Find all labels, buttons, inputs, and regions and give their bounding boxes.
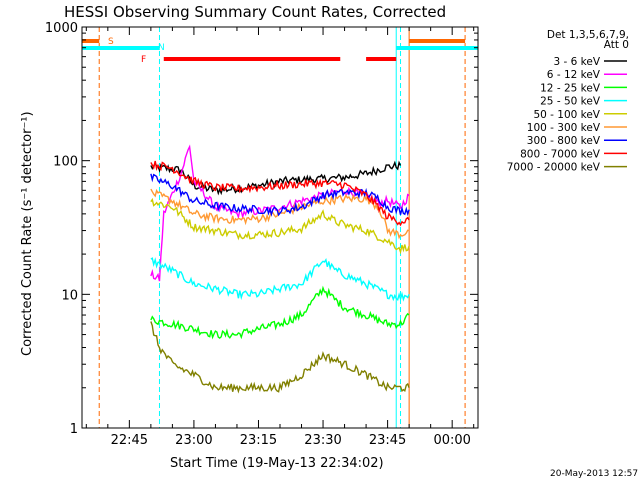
x-tick-label-2: 23:15 [240,433,277,448]
x-axis-label: Start Time (19-May-13 22:34:02) [170,456,384,471]
legend-label-0: 3 - 6 keV [553,56,600,68]
series-line-6 [150,173,410,217]
legend-header-1: Att 0 [604,39,629,51]
plot-frame [81,26,479,429]
y-tick-label-1: 10 [61,288,78,303]
x-tick-label-4: 23:45 [369,433,406,448]
legend-label-5: 100 - 300 keV [527,122,601,134]
series-line-4 [150,197,410,255]
date-stamp: 20-May-2013 12:57 [550,469,638,479]
legend-label-3: 25 - 50 keV [540,96,601,108]
x-tick-label-1: 23:00 [175,433,212,448]
legend-label-8: 7000 - 20000 keV [507,162,601,174]
legend-label-4: 50 - 100 keV [533,109,600,121]
marker-label-f: F [141,55,146,65]
marker-label-n: N [158,43,165,53]
legend-label-1: 6 - 12 keV [547,69,601,81]
x-tick-label-5: 00:00 [433,433,470,448]
x-tick-label-0: 22:45 [111,433,148,448]
series-line-7 [150,160,410,227]
series-line-0 [150,160,402,196]
chart-title: HESSI Observing Summary Count Rates, Cor… [64,3,446,21]
y-axis-label: Corrected Count Rate (s⁻¹ detector⁻¹) [20,111,35,356]
series-line-3 [150,257,410,302]
y-tick-label-2: 100 [53,155,78,170]
x-tick-label-3: 23:30 [304,433,341,448]
plot-area: S N F [81,27,478,428]
series-line-2 [150,285,410,340]
marker-label-s: S [108,37,114,47]
legend-label-2: 12 - 25 keV [540,82,601,94]
legend-header-0: Det 1,3,5,6,7,9, [547,29,629,41]
y-tick-label-0: 1 [70,422,78,437]
series-line-8 [150,321,410,394]
y-tick-label-3: 1000 [45,21,78,36]
axes: 1 10 100 1000 22:45 23:00 23:15 23:30 23:45 00:00 [45,21,479,448]
legend-label-7: 800 - 7000 keV [520,148,601,160]
legend-label-6: 300 - 800 keV [527,135,601,147]
